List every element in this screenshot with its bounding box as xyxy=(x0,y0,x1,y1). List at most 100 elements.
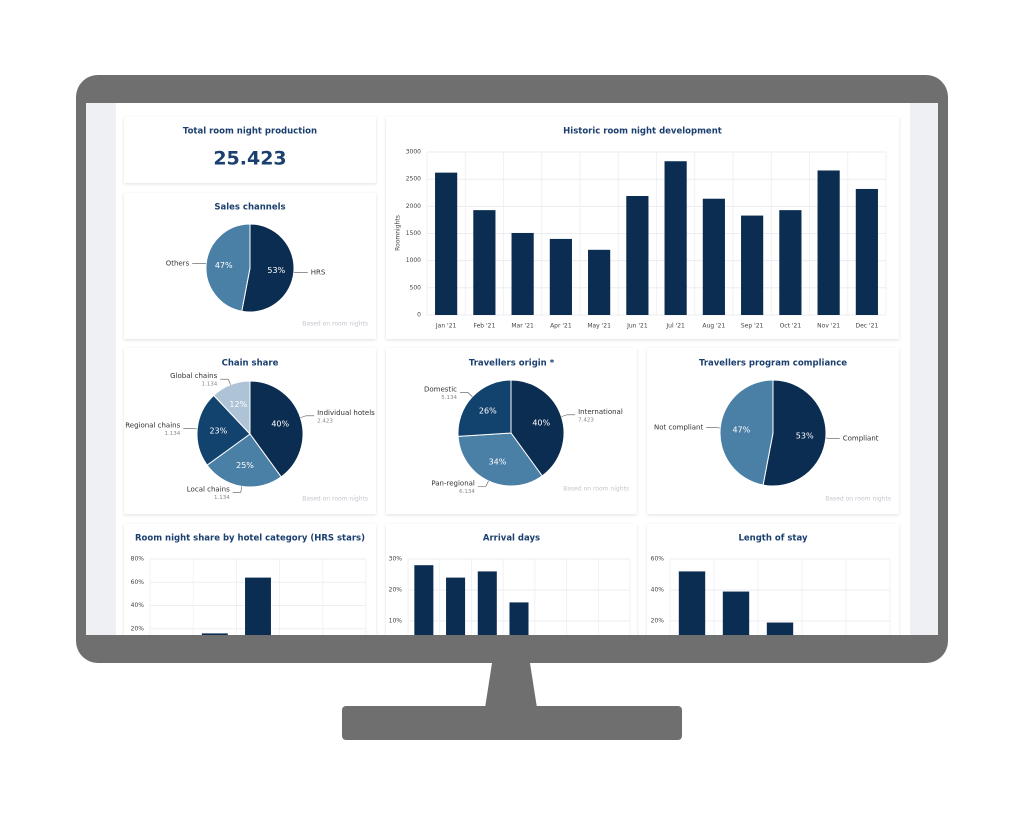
leader-line xyxy=(561,414,576,417)
dashboard-content: Total room night production 25.423 Histo… xyxy=(124,117,899,635)
x-tick-label: Aug '21 xyxy=(702,323,725,330)
slice-sublabel: 1.134 xyxy=(202,382,218,388)
footnote: Based on room nights xyxy=(563,486,629,493)
bar xyxy=(511,232,534,315)
footnote: Based on room nights xyxy=(302,496,368,503)
y-tick-label: 0 xyxy=(417,312,421,319)
slice-sublabel: 2.423 xyxy=(317,418,333,424)
bar xyxy=(741,215,764,315)
x-tick-label: Jul '21 xyxy=(665,323,685,330)
bar xyxy=(435,172,458,315)
x-tick-label: Oct '21 xyxy=(780,323,802,330)
y-axis-title: Roomnights xyxy=(395,215,402,251)
y-tick-label: 60% xyxy=(131,579,145,586)
x-tick-label: May '21 xyxy=(587,323,611,330)
bar xyxy=(509,602,529,635)
chart-title: Room night share by hotel category (HRS … xyxy=(135,534,365,544)
bar xyxy=(473,210,496,315)
x-tick-label: Dec '21 xyxy=(855,323,878,330)
slice-sublabel: 5.134 xyxy=(441,395,457,401)
slice-value-label: 40% xyxy=(532,419,550,428)
slice-name-label: Compliant xyxy=(843,435,879,443)
slice-name-label: Global chains xyxy=(170,372,218,380)
bar xyxy=(446,577,466,635)
x-tick-label: Mar '21 xyxy=(511,323,534,330)
bar xyxy=(664,161,687,315)
y-tick-label: 2500 xyxy=(406,176,421,183)
slice-value-label: 25% xyxy=(236,461,254,470)
leader-line xyxy=(183,428,198,430)
x-tick-label: Jan '21 xyxy=(435,323,457,330)
bar xyxy=(477,571,497,635)
chart-title: Travellers origin * xyxy=(469,359,555,369)
y-tick-label: 20% xyxy=(131,625,145,632)
bar xyxy=(626,196,649,315)
slice-sublabel: 6.134 xyxy=(459,489,475,495)
slice-name-label: HRS xyxy=(311,269,326,277)
bar xyxy=(549,238,572,315)
y-tick-label: 10% xyxy=(389,618,403,625)
pie-slice xyxy=(213,380,251,436)
y-tick-label: 40% xyxy=(131,602,145,609)
chart-title: Length of stay xyxy=(738,534,807,544)
slice-name-label: Not compliant xyxy=(654,423,703,431)
x-tick-label: Nov '21 xyxy=(817,323,840,330)
slice-name-label: International xyxy=(578,408,623,416)
bar xyxy=(678,571,706,635)
x-tick-label: Feb '21 xyxy=(473,323,495,330)
x-tick-label: Jun '21 xyxy=(626,323,648,330)
y-tick-label: 60% xyxy=(651,556,665,563)
leader-line xyxy=(300,415,315,418)
pie-slice xyxy=(457,432,543,487)
y-tick-label: 30% xyxy=(389,556,403,563)
chart-title: Sales channels xyxy=(214,203,285,213)
chart-title: Historic room night development xyxy=(563,127,722,137)
leader-line xyxy=(293,271,308,274)
slice-value-label: 26% xyxy=(479,407,497,416)
footnote: Based on room nights xyxy=(825,496,891,503)
slice-sublabel: 1.134 xyxy=(214,495,230,501)
slice-name-label: Pan-regional xyxy=(431,479,475,487)
bar xyxy=(702,198,725,315)
y-tick-label: 500 xyxy=(410,284,422,291)
chart-title: Travellers program compliance xyxy=(699,359,847,369)
pie-slice xyxy=(457,379,512,437)
leader-line xyxy=(459,392,473,397)
leader-line xyxy=(477,480,489,487)
y-tick-label: 80% xyxy=(131,556,145,563)
pie-slice xyxy=(196,394,251,466)
chart-title: Chain share xyxy=(222,359,279,369)
bar xyxy=(779,210,802,315)
x-tick-label: Sep '21 xyxy=(741,323,764,330)
slice-value-label: 23% xyxy=(209,427,227,436)
bar xyxy=(245,577,271,635)
slice-sublabel: 1.134 xyxy=(165,431,181,437)
kpi-value: 25.423 xyxy=(213,148,286,170)
slice-value-label: 12% xyxy=(229,400,247,409)
monitor-base xyxy=(342,706,682,740)
bar xyxy=(414,565,434,635)
kpi-card xyxy=(124,117,376,183)
slice-value-label: 34% xyxy=(489,457,507,466)
slice-name-label: Domestic xyxy=(424,386,457,394)
footnote: Based on room nights xyxy=(302,321,368,328)
slice-value-label: 47% xyxy=(732,426,750,435)
leader-line xyxy=(192,262,207,265)
slice-value-label: 53% xyxy=(796,431,814,440)
slice-value-label: 47% xyxy=(215,261,233,270)
bar xyxy=(722,591,750,635)
y-tick-label: 2000 xyxy=(406,203,421,210)
leader-line xyxy=(825,437,840,439)
chart-title: Arrival days xyxy=(483,534,540,544)
slice-value-label: 40% xyxy=(271,420,289,429)
x-tick-label: Apr '21 xyxy=(550,323,572,330)
y-tick-label: 20% xyxy=(389,587,403,594)
leader-line xyxy=(220,378,231,385)
leader-line xyxy=(232,486,243,493)
y-tick-label: 40% xyxy=(651,587,665,594)
y-tick-label: 1000 xyxy=(406,257,421,264)
bar xyxy=(588,249,611,315)
slice-name-label: Regional chains xyxy=(125,421,180,429)
y-tick-label: 20% xyxy=(651,618,665,625)
